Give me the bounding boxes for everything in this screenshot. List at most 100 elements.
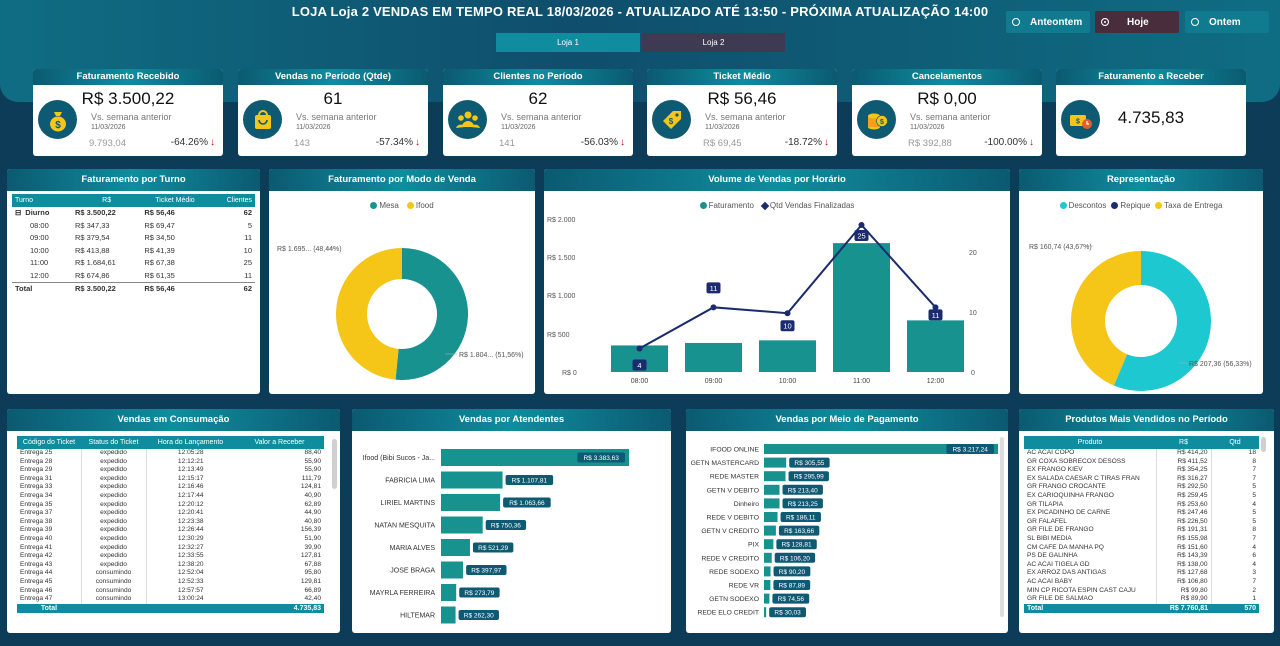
- table-row[interactable]: Entrega 31 expedido 12:15:17 111,79: [20, 474, 321, 484]
- legend-repique[interactable]: Repique: [1111, 201, 1150, 210]
- bar-hiltemar[interactable]: [441, 606, 456, 624]
- table-row[interactable]: Entrega 40 expedido 12:30:29 51,90: [20, 534, 321, 544]
- bar-fabricia-lima[interactable]: [441, 471, 503, 489]
- col-ticket[interactable]: Ticket Médio: [141, 194, 209, 207]
- col-produto[interactable]: Produto: [1024, 436, 1156, 449]
- bar-faturamento-12:00[interactable]: [907, 320, 964, 372]
- day-option-ontem[interactable]: Ontem: [1185, 11, 1269, 33]
- col-clientes[interactable]: Clientes: [208, 194, 255, 207]
- table-row[interactable]: GR FILE DE FRANGO R$ 191,31 8: [1024, 526, 1259, 535]
- legend-ifood[interactable]: Ifood: [406, 201, 434, 210]
- line-point[interactable]: [710, 304, 717, 311]
- table-row[interactable]: GR FRANGO CROCANTE R$ 292,50 5: [1024, 483, 1259, 492]
- table-row[interactable]: EX ARROZ DAS ANTIGAS R$ 127,68 3: [1024, 569, 1259, 578]
- bar-maria-alves[interactable]: [441, 539, 470, 556]
- table-row[interactable]: EX SALADA CAESAR C TIRAS FRAN R$ 316,27 7: [1024, 474, 1259, 484]
- table-row[interactable]: Entrega 34 expedido 12:17:44 40,90: [20, 491, 321, 501]
- table-row[interactable]: EX FRANGO KIEV R$ 354,25 7: [1024, 466, 1259, 475]
- table-row[interactable]: PS DE GALINHA R$ 143,39 6: [1024, 552, 1259, 561]
- bar-getn-sodexo[interactable]: [764, 593, 770, 604]
- table-row[interactable]: Entrega 29 expedido 12:13:49 55,90: [20, 466, 321, 475]
- table-row[interactable]: EX CARIOQUINHA FRANGO R$ 259,45 5: [1024, 491, 1259, 501]
- table-row[interactable]: GR TILAPIA R$ 253,60 4: [1024, 500, 1259, 510]
- table-row[interactable]: AC ACAI TIGELA GD R$ 138,00 4: [1024, 560, 1259, 570]
- legend-faturamento[interactable]: Faturamento: [699, 201, 754, 210]
- table-row[interactable]: Entrega 41 expedido 12:32:27 39,90: [20, 543, 321, 553]
- table-row[interactable]: Entrega 46 consumindo 12:57:57 66,89: [20, 586, 321, 596]
- table-row[interactable]: Entrega 42 expedido 12:33:55 127,81: [20, 552, 321, 561]
- pagamento-scrollbar[interactable]: [1000, 437, 1004, 617]
- line-point[interactable]: [932, 304, 939, 311]
- col-produto-rs[interactable]: R$: [1156, 436, 1211, 449]
- donut-slice-ifood[interactable]: [335, 248, 402, 380]
- table-row[interactable]: Entrega 33 expedido 12:16:46 124,81: [20, 483, 321, 492]
- bar-pix[interactable]: [764, 539, 774, 550]
- turno-title: Faturamento por Turno: [7, 169, 260, 191]
- legend-descontos[interactable]: Descontos: [1059, 201, 1106, 210]
- bar-rede-master[interactable]: [764, 471, 786, 482]
- bar-faturamento-10:00[interactable]: [759, 340, 816, 372]
- bar-rede-sodexo[interactable]: [764, 566, 771, 577]
- value-label: R$ 186,11: [786, 515, 816, 522]
- bar-getn-v-debito[interactable]: [764, 484, 780, 495]
- legend-mesa[interactable]: Mesa: [370, 201, 399, 210]
- table-row[interactable]: Entrega 39 expedido 12:26:44 156,39: [20, 526, 321, 535]
- bar-ifood-online[interactable]: [764, 444, 998, 454]
- table-row[interactable]: Entrega 37 expedido 12:20:41 44,90: [20, 509, 321, 518]
- bar-mayrla-ferreira[interactable]: [441, 584, 457, 601]
- bar-rede-v-debito[interactable]: [764, 512, 778, 522]
- table-row[interactable]: SL BIBI MEDIA R$ 155,98 7: [1024, 534, 1259, 544]
- bar-rede-v-credito[interactable]: [764, 552, 772, 563]
- table-row[interactable]: CM CAFE DA MANHA PQ R$ 151,60 4: [1024, 543, 1259, 553]
- table-row[interactable]: Entrega 38 expedido 12:23:38 40,80: [20, 517, 321, 527]
- table-row[interactable]: EX PICADINHO DE CARNE R$ 247,46 5: [1024, 509, 1259, 518]
- bar-faturamento-11:00[interactable]: [833, 243, 890, 372]
- table-row[interactable]: Entrega 44 consumindo 12:52:04 95,80: [20, 569, 321, 578]
- table-row[interactable]: GR COXA SOBRECOX DESOSS R$ 411,52 8: [1024, 457, 1259, 467]
- bar-jose-braga[interactable]: [441, 561, 464, 579]
- bar-getn-v-credito[interactable]: [764, 525, 776, 536]
- bar-liriel-martins[interactable]: [441, 494, 501, 511]
- col-produto-qtd[interactable]: Qtd: [1211, 436, 1259, 449]
- produtos-scrollbar[interactable]: [1261, 437, 1266, 452]
- table-row[interactable]: AC ACAI COPO R$ 414,20 18: [1024, 449, 1259, 458]
- table-row[interactable]: Entrega 25 expedido 12:05:28 88,40: [20, 449, 321, 458]
- bar-rede-elo-credit[interactable]: [764, 607, 767, 618]
- collapse-icon[interactable]: ⊟: [15, 208, 22, 217]
- donut-slice-mesa[interactable]: [395, 248, 468, 380]
- table-row[interactable]: Entrega 28 expedido 12:12:21 55,90: [20, 457, 321, 467]
- turno-group-row[interactable]: ⊟ Diurno R$ 3.500,22 R$ 56,46 62: [15, 208, 252, 217]
- table-row[interactable]: Entrega 47 consumindo 13:00:24 42,40: [20, 595, 321, 604]
- donut-slice-taxa-de-entrega[interactable]: [1071, 251, 1141, 386]
- table-row[interactable]: Entrega 35 expedido 12:20:12 62,89: [20, 500, 321, 510]
- line-point[interactable]: [784, 310, 791, 317]
- col-hora[interactable]: Hora do Lançamento: [146, 436, 235, 449]
- table-row[interactable]: AC ACAI BABY R$ 106,80 7: [1024, 577, 1259, 587]
- day-option-hoje[interactable]: Hoje: [1095, 11, 1179, 33]
- day-option-anteontem[interactable]: Anteontem: [1006, 11, 1090, 33]
- col-turno[interactable]: Turno: [12, 194, 72, 207]
- line-point[interactable]: [636, 345, 643, 352]
- col-codigo[interactable]: Código do Ticket: [17, 436, 81, 449]
- col-valor[interactable]: Valor a Receber: [235, 436, 324, 449]
- bar-rede-vr[interactable]: [764, 580, 771, 590]
- bar-natan-mesquita[interactable]: [441, 516, 483, 534]
- bar-getn-mastercard[interactable]: [764, 457, 787, 468]
- bar-faturamento-09:00[interactable]: [685, 342, 742, 372]
- kpi-compare-label: Vs. semana anterior: [501, 112, 582, 122]
- table-row[interactable]: GR FALAFEL R$ 226,50 5: [1024, 517, 1259, 527]
- table-row[interactable]: MIN CP RICOTA ESPIN CAST CAJU R$ 99,80 2: [1024, 586, 1259, 596]
- table-row[interactable]: Entrega 43 expedido 12:38:20 67,88: [20, 560, 321, 570]
- page-button-loja1[interactable]: Loja 1: [496, 33, 640, 52]
- legend-qtd[interactable]: Qtd Vendas Finalizadas: [760, 201, 854, 211]
- table-row[interactable]: GR FILE DE SALMAO R$ 89,90 1: [1024, 595, 1259, 604]
- col-rs[interactable]: R$: [71, 194, 142, 207]
- line-point[interactable]: [858, 222, 865, 228]
- consumo-scrollbar[interactable]: [332, 439, 337, 489]
- bar-dinheiro[interactable]: [764, 498, 780, 509]
- col-status[interactable]: Status do Ticket: [81, 436, 146, 449]
- donut-slice-descontos[interactable]: [1113, 251, 1211, 391]
- page-button-loja2[interactable]: Loja 2: [642, 33, 785, 52]
- legend-taxa[interactable]: Taxa de Entrega: [1155, 201, 1222, 210]
- table-row[interactable]: Entrega 45 consumindo 12:52:33 129,81: [20, 577, 321, 587]
